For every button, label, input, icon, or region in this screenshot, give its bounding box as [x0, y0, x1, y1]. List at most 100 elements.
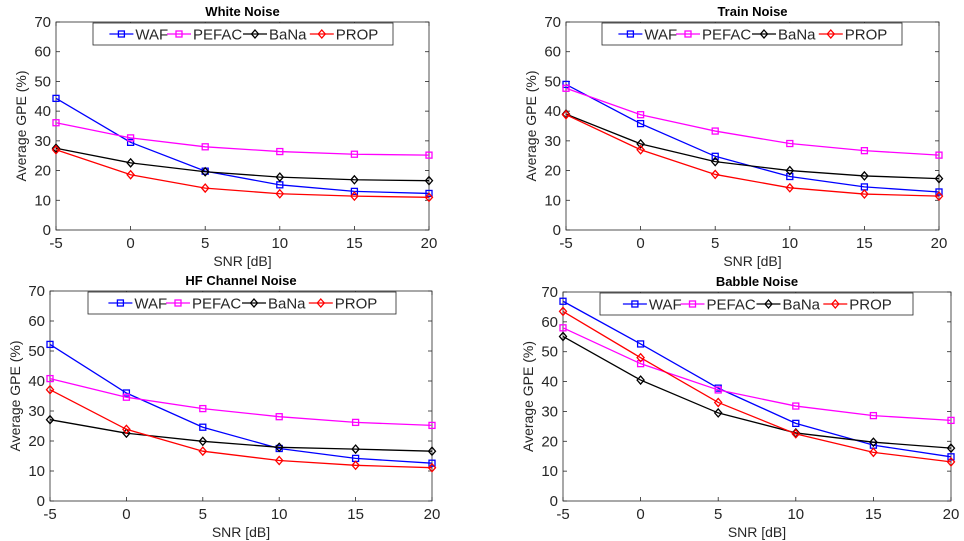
subplot-hf-channel-noise: HF Channel Noise-5 0 5 10 15 2001020304050607…	[7, 273, 440, 540]
data-point	[713, 407, 723, 418]
data-point	[350, 150, 359, 158]
data-point	[427, 446, 437, 457]
series-pefac	[46, 374, 436, 430]
y-tick-label: 0	[550, 493, 558, 510]
y-axis-label: Average GPE (%)	[13, 70, 29, 181]
x-tick-label: 5	[714, 506, 722, 523]
data-point	[52, 119, 60, 127]
legend-item-waf: WAF	[108, 296, 167, 313]
y-tick-label: 70	[544, 14, 561, 31]
y-axis-label: Average GPE (%)	[523, 70, 539, 181]
data-point	[636, 111, 645, 119]
series-line	[55, 122, 430, 156]
series-pefac	[559, 324, 955, 425]
x-tick-label: 15	[856, 235, 873, 252]
series-line	[49, 389, 433, 469]
series-line	[55, 149, 430, 198]
series-bana	[558, 331, 956, 454]
data-point	[198, 446, 208, 457]
y-tick-label: 50	[34, 73, 51, 90]
x-tick-label: 20	[421, 235, 438, 252]
data-point	[711, 127, 719, 135]
data-point	[122, 424, 131, 435]
y-tick-label: 70	[34, 14, 51, 31]
data-point	[935, 188, 943, 196]
legend-marker	[116, 299, 125, 307]
y-tick-label: 40	[28, 373, 45, 390]
data-point	[946, 456, 956, 467]
data-point	[785, 182, 795, 193]
data-point	[425, 151, 433, 159]
legend-marker	[249, 298, 259, 308]
chart-title: White Noise	[205, 4, 279, 19]
y-tick-label: 60	[34, 44, 51, 61]
y-tick-label: 60	[28, 313, 45, 330]
legend-label: PROP	[845, 27, 888, 44]
data-point	[350, 187, 359, 196]
x-tick-label: 15	[865, 506, 882, 523]
series-line	[562, 300, 952, 458]
chart-title: Babble Noise	[716, 274, 798, 289]
data-point	[869, 437, 878, 448]
data-point	[126, 169, 135, 180]
y-tick-label: 70	[541, 284, 558, 301]
series-prop	[558, 306, 956, 467]
legend-item-bana: BaNa	[756, 297, 821, 314]
x-tick-label: 5	[201, 235, 209, 252]
legend-label: WAF	[644, 27, 677, 44]
legend-marker	[626, 30, 635, 38]
series-pefac	[52, 119, 433, 159]
data-point	[636, 119, 645, 128]
legend-marker	[764, 299, 773, 309]
series-line	[49, 343, 433, 464]
data-point	[714, 386, 722, 394]
data-point	[636, 352, 645, 363]
data-point	[275, 172, 285, 183]
series-bana	[51, 143, 434, 186]
data-point	[201, 143, 209, 151]
x-tick-label: 20	[424, 506, 441, 523]
legend-item-waf: WAF	[109, 27, 168, 44]
legend-item-prop: PROP	[818, 27, 888, 44]
legend-marker	[688, 300, 697, 308]
data-point	[276, 147, 284, 156]
x-tick-label: 20	[931, 235, 948, 252]
y-tick-label: 50	[541, 344, 558, 361]
x-tick-label: 0	[636, 235, 644, 252]
plot-area	[55, 21, 430, 231]
data-point	[946, 443, 956, 454]
y-tick-label: 10	[34, 192, 51, 209]
data-point	[710, 156, 720, 167]
data-point	[636, 360, 645, 368]
data-point	[558, 306, 568, 317]
data-point	[562, 80, 570, 89]
data-point	[122, 389, 131, 397]
chart-title: Train Noise	[717, 4, 787, 19]
data-point	[636, 340, 645, 348]
y-tick-label: 40	[34, 103, 51, 120]
subplot-train-noise: Train Noise-5 0 5 10 15 20010203040506070SNR …	[523, 4, 947, 269]
series-line	[562, 310, 952, 463]
data-point	[428, 421, 436, 430]
chart-title: HF Channel Noise	[185, 273, 296, 288]
data-point	[934, 191, 944, 202]
data-point	[45, 414, 55, 425]
data-point	[791, 428, 801, 439]
data-point	[351, 460, 360, 471]
legend-label: PEFAC	[192, 296, 241, 313]
legend-marker	[117, 30, 126, 38]
legend-item-bana: BaNa	[242, 296, 306, 313]
data-point	[351, 444, 360, 455]
legend: WAF PEFAC BaNa PROP	[601, 22, 903, 46]
data-point	[792, 402, 800, 410]
data-point	[350, 174, 359, 185]
legend-marker	[759, 29, 769, 39]
data-point	[636, 138, 645, 149]
x-tick-label: -5	[49, 235, 62, 252]
y-tick-label: 10	[541, 463, 558, 480]
y-tick-label: 20	[541, 433, 558, 450]
y-tick-label: 30	[541, 403, 558, 420]
data-point	[935, 151, 943, 159]
data-point	[46, 340, 54, 349]
data-point	[947, 453, 955, 461]
